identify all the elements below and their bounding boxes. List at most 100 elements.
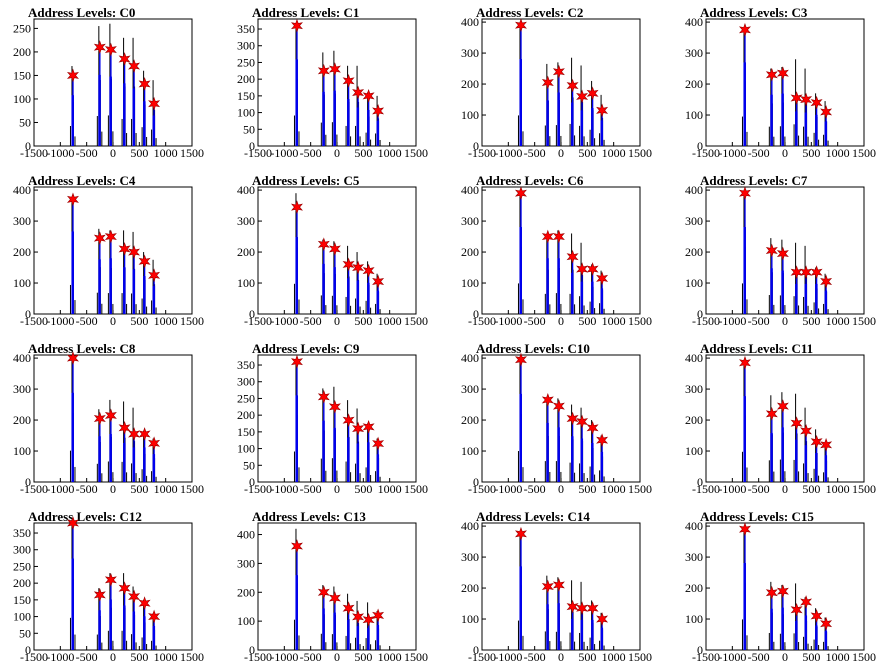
- x-tick-label: -500: [76, 146, 98, 160]
- peak-marker: [552, 64, 565, 79]
- peak-marker: [820, 437, 833, 452]
- peak-marker: [776, 584, 789, 599]
- peak-marker: [576, 262, 589, 277]
- x-tick-label: 500: [130, 146, 148, 160]
- peak-marker: [148, 268, 161, 283]
- chart-title: Address Levels: C12: [28, 509, 142, 524]
- peak-marker: [541, 75, 554, 90]
- plot-frame: [705, 18, 865, 147]
- peak-marker: [290, 18, 303, 33]
- plot-frame: [481, 18, 641, 147]
- x-tick-label: -1000: [270, 314, 298, 328]
- peak-marker: [128, 589, 141, 604]
- y-tick-label: 350: [237, 358, 255, 372]
- peak-marker: [765, 585, 778, 600]
- x-tick-label: 1500: [628, 482, 652, 496]
- peak-marker: [738, 522, 751, 537]
- y-tick-label: 0: [25, 643, 31, 657]
- plot-frame: [33, 522, 193, 651]
- x-tick-label: 1500: [852, 314, 876, 328]
- chart-title: Address Levels: C3: [700, 5, 808, 20]
- peak-marker: [810, 609, 823, 623]
- peak-marker: [514, 18, 527, 33]
- peak-marker: [362, 612, 375, 627]
- y-tick-label: 100: [685, 276, 703, 290]
- y-tick-label: 300: [237, 556, 255, 570]
- peak-marker: [342, 73, 355, 88]
- y-tick-label: 400: [685, 351, 703, 365]
- peak-marker: [138, 596, 151, 611]
- peak-marker: [66, 192, 79, 207]
- histogram-svg: Address Levels: C8 0 100 200 300 400 -1500-100…: [13, 341, 204, 496]
- chart-title: Address Levels: C15: [700, 509, 814, 524]
- peak-marker: [776, 399, 789, 414]
- plot-frame: [33, 354, 193, 483]
- y-tick-label: 0: [697, 139, 703, 153]
- histogram-panel: Address Levels: C9 0 50 100 150 200 250 300 350 -…: [224, 336, 448, 504]
- x-tick-label: 500: [578, 314, 596, 328]
- x-tick-label: -1500: [692, 482, 720, 496]
- x-tick-label: 500: [354, 146, 372, 160]
- histogram-svg: Address Levels: C5 0 100 200 300 400 -1500-100…: [237, 173, 428, 328]
- peak-marker: [138, 76, 151, 91]
- histogram-svg: Address Levels: C4 0 100 200 300 400 -1500-100…: [13, 173, 204, 328]
- peak-marker: [352, 421, 365, 436]
- peak-marker: [566, 599, 579, 614]
- x-tick-label: -1000: [46, 146, 74, 160]
- y-tick-label: 100: [13, 276, 31, 290]
- peak-marker: [820, 105, 833, 119]
- x-tick-label: 500: [130, 650, 148, 664]
- peak-marker: [342, 257, 355, 272]
- peak-marker: [362, 263, 375, 278]
- plot-frame: [481, 354, 641, 483]
- x-tick-label: -1500: [468, 314, 496, 328]
- chart-title: Address Levels: C13: [252, 509, 366, 524]
- x-tick-label: 1500: [404, 146, 428, 160]
- x-tick-label: -1500: [468, 146, 496, 160]
- peak-marker: [800, 595, 813, 609]
- y-tick-label: 150: [237, 89, 255, 103]
- x-tick-label: -1500: [244, 482, 272, 496]
- x-tick-label: -500: [524, 146, 546, 160]
- y-tick-label: 200: [461, 581, 479, 595]
- peak-marker: [104, 229, 117, 244]
- y-tick-label: 400: [237, 183, 255, 197]
- x-tick-label: 500: [578, 146, 596, 160]
- x-tick-label: -500: [748, 650, 770, 664]
- peak-marker: [128, 59, 141, 73]
- peak-marker: [800, 92, 813, 107]
- y-tick-label: 400: [461, 183, 479, 197]
- y-tick-label: 200: [685, 245, 703, 259]
- peak-marker: [738, 186, 751, 201]
- y-tick-label: 0: [249, 307, 255, 321]
- histogram-panel: Address Levels: C11 0 100 200 300 400 -1500 -10…: [672, 336, 896, 504]
- peak-marker: [596, 433, 609, 448]
- y-tick-label: 300: [685, 214, 703, 228]
- y-tick-label: 200: [13, 245, 31, 259]
- peak-marker: [148, 609, 161, 624]
- peak-marker: [765, 243, 778, 258]
- y-tick-label: 300: [237, 214, 255, 228]
- peak-marker: [118, 52, 131, 66]
- plot-frame: [257, 354, 417, 483]
- peak-marker: [738, 22, 751, 37]
- histogram-svg: Address Levels: C7 0 100 200 300 400 -1500-100…: [685, 173, 876, 328]
- x-tick-label: 0: [782, 650, 788, 664]
- x-tick-label: 500: [578, 482, 596, 496]
- x-tick-label: -500: [76, 314, 98, 328]
- x-tick-label: 1500: [628, 146, 652, 160]
- y-tick-label: 100: [13, 444, 31, 458]
- x-tick-label: 1000: [602, 650, 626, 664]
- y-tick-label: 200: [13, 576, 31, 590]
- plot-frame: [33, 18, 193, 147]
- y-tick-label: 300: [461, 214, 479, 228]
- x-tick-label: 0: [334, 650, 340, 664]
- x-tick-label: 1000: [602, 146, 626, 160]
- peak-marker: [317, 585, 330, 600]
- y-tick-label: 100: [461, 612, 479, 626]
- y-tick-label: 300: [237, 375, 255, 389]
- y-tick-label: 150: [13, 68, 31, 82]
- x-tick-label: -1500: [692, 650, 720, 664]
- peak-marker: [317, 63, 330, 78]
